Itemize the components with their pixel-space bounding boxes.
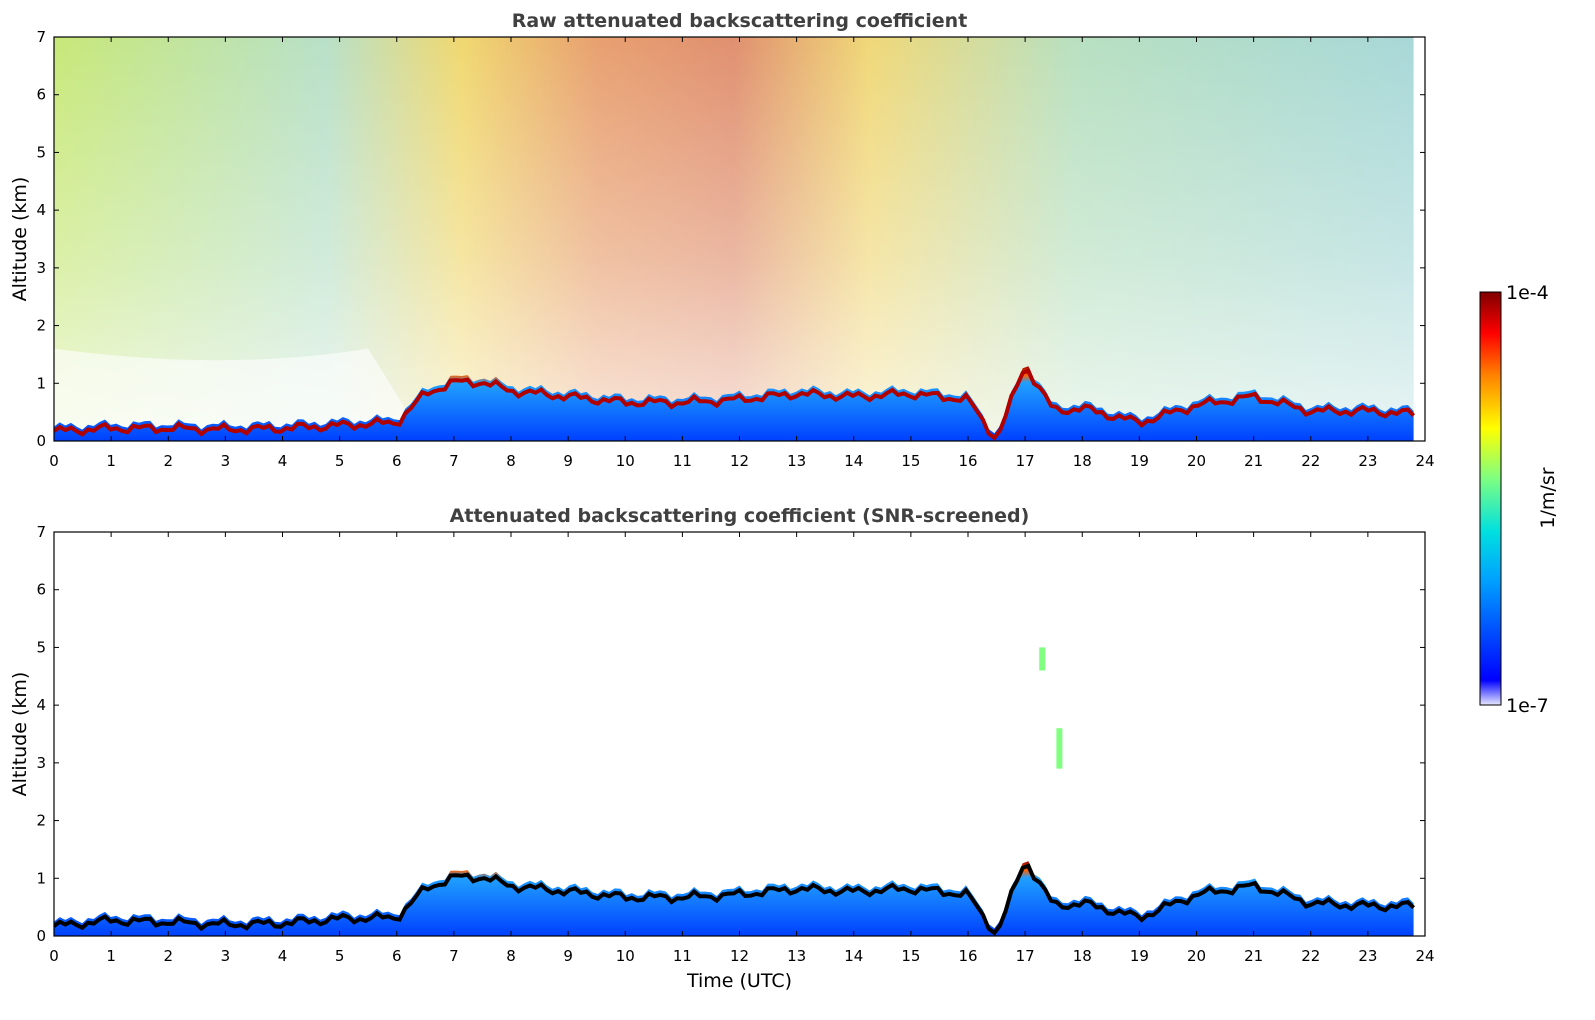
y-axis: 0 1 2 3 4 5 6 7 (36, 523, 1425, 945)
x-tick-label: 5 (335, 452, 345, 470)
y-tick-label: 5 (36, 638, 46, 656)
y-tick-label: 0 (36, 927, 46, 945)
x-tick-label: 19 (1130, 947, 1149, 965)
x-tick-label: 18 (1073, 452, 1092, 470)
x-tick-label: 7 (449, 452, 459, 470)
y-tick-label: 6 (36, 581, 46, 599)
y-tick-label: 1 (36, 869, 46, 887)
x-tick-label: 11 (673, 452, 692, 470)
colorbar-max-label: 1e-4 (1506, 282, 1549, 304)
x-tick-label: 7 (449, 947, 459, 965)
x-tick-label: 3 (221, 452, 231, 470)
x-tick-label: 14 (844, 947, 863, 965)
panel-title: Attenuated backscattering coefficient (S… (450, 505, 1030, 527)
y-tick-label: 7 (36, 523, 46, 541)
x-tick-label: 23 (1358, 452, 1377, 470)
y-tick-label: 7 (36, 28, 46, 46)
aerosol-layer (54, 861, 1414, 936)
x-tick-label: 4 (278, 452, 288, 470)
x-axis-label: Time (UTC) (686, 970, 792, 992)
x-tick-label: 1 (106, 452, 116, 470)
x-tick-label: 21 (1244, 452, 1263, 470)
y-tick-label: 1 (36, 374, 46, 392)
x-tick-label: 9 (563, 947, 573, 965)
colorbar-gradient (1479, 291, 1502, 706)
x-tick-label: 0 (49, 947, 59, 965)
x-tick-label: 23 (1358, 947, 1377, 965)
x-tick-label: 9 (563, 452, 573, 470)
panel-snr-screened: Attenuated backscattering coefficient (S… (9, 505, 1435, 992)
x-tick-label: 1 (106, 947, 116, 965)
layer-top-line (54, 368, 1416, 441)
x-tick-label: 21 (1244, 947, 1263, 965)
x-axis: 0 1 2 3 4 5 6 7 8 9 10 11 12 13 14 15 16 17 18 19 20 21 22 23 24 (49, 37, 1435, 470)
x-tick-label: 22 (1301, 452, 1320, 470)
panel-title: Raw attenuated backscattering coefficien… (512, 10, 968, 32)
y-axis: 0 1 2 3 4 5 6 7 (36, 28, 1425, 450)
x-tick-label: 8 (506, 947, 516, 965)
x-tick-label: 16 (958, 452, 977, 470)
x-tick-label: 12 (730, 452, 749, 470)
y-axis-label: Altitude (km) (9, 177, 31, 302)
x-tick-label: 11 (673, 947, 692, 965)
x-tick-label: 19 (1130, 452, 1149, 470)
layer-top-line (54, 863, 1416, 936)
x-tick-label: 3 (221, 947, 231, 965)
y-axis-label: Altitude (km) (9, 672, 31, 797)
y-tick-label: 2 (36, 317, 46, 335)
x-axis: 0 1 2 3 4 5 6 7 8 9 10 11 12 13 14 15 16 17 18 19 20 21 22 23 24 (49, 532, 1435, 965)
x-tick-label: 8 (506, 452, 516, 470)
colorbar: 1e-4 1e-7 1/m/sr (1479, 282, 1559, 717)
x-tick-label: 2 (163, 947, 173, 965)
x-tick-label: 15 (901, 452, 920, 470)
y-tick-label: 0 (36, 432, 46, 450)
x-tick-label: 15 (901, 947, 920, 965)
x-tick-label: 18 (1073, 947, 1092, 965)
x-tick-label: 14 (844, 452, 863, 470)
x-tick-label: 10 (616, 947, 635, 965)
x-tick-label: 12 (730, 947, 749, 965)
isolated-feature (1056, 728, 1063, 769)
y-tick-label: 4 (36, 201, 46, 219)
x-tick-label: 5 (335, 947, 345, 965)
x-tick-label: 13 (787, 452, 806, 470)
colorbar-unit-label: 1/m/sr (1537, 467, 1559, 528)
clear-region (54, 348, 426, 441)
plot-area (54, 37, 1416, 441)
colorbar-min-label: 1e-7 (1506, 695, 1549, 717)
x-tick-label: 16 (958, 947, 977, 965)
y-tick-label: 4 (36, 696, 46, 714)
x-tick-label: 22 (1301, 947, 1320, 965)
y-tick-label: 6 (36, 86, 46, 104)
y-tick-label: 3 (36, 259, 46, 277)
x-tick-label: 20 (1187, 947, 1206, 965)
x-tick-label: 0 (49, 452, 59, 470)
y-tick-label: 2 (36, 812, 46, 830)
x-tick-label: 13 (787, 947, 806, 965)
plot-area (54, 647, 1416, 936)
panel-raw: Raw attenuated backscattering coefficien… (9, 10, 1435, 470)
x-tick-label: 4 (278, 947, 288, 965)
y-tick-label: 3 (36, 754, 46, 772)
x-tick-label: 20 (1187, 452, 1206, 470)
x-tick-label: 6 (392, 452, 402, 470)
x-tick-label: 17 (1016, 947, 1035, 965)
x-tick-label: 24 (1415, 452, 1434, 470)
plot-frame (53, 531, 1426, 937)
x-tick-label: 10 (616, 452, 635, 470)
x-tick-label: 24 (1415, 947, 1434, 965)
x-tick-label: 2 (163, 452, 173, 470)
y-tick-label: 5 (36, 143, 46, 161)
x-tick-label: 17 (1016, 452, 1035, 470)
isolated-feature (1039, 647, 1046, 671)
x-tick-label: 6 (392, 947, 402, 965)
